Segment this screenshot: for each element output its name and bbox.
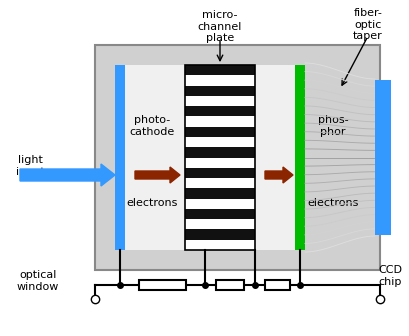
Bar: [95, 45, 379, 270]
Bar: [184, 127, 254, 137]
Bar: [184, 65, 254, 75]
Bar: [265, 280, 289, 290]
Text: fiber-
optic
taper: fiber- optic taper: [352, 8, 382, 41]
Text: CCD
chip: CCD chip: [377, 265, 401, 287]
Bar: [184, 219, 254, 229]
Bar: [184, 137, 254, 147]
Bar: [184, 147, 254, 158]
Text: phos-
phor: phos- phor: [317, 115, 348, 137]
Bar: [184, 188, 254, 199]
Bar: [184, 116, 254, 127]
FancyArrow shape: [135, 167, 180, 183]
Bar: [184, 168, 254, 178]
Bar: [184, 86, 254, 96]
FancyArrow shape: [264, 167, 292, 183]
Text: electrons: electrons: [126, 198, 177, 208]
Bar: [184, 199, 254, 209]
FancyArrow shape: [20, 164, 115, 186]
Bar: [184, 106, 254, 116]
Bar: [294, 65, 304, 250]
Bar: [216, 280, 243, 290]
Bar: [115, 65, 125, 250]
Text: electrons: electrons: [307, 198, 358, 208]
Bar: [184, 75, 254, 86]
Bar: [184, 158, 254, 168]
Bar: [115, 65, 359, 250]
Bar: [184, 96, 254, 106]
Text: micro-
channel
plate: micro- channel plate: [197, 10, 242, 43]
Bar: [184, 240, 254, 250]
Bar: [184, 229, 254, 240]
Bar: [184, 209, 254, 219]
Text: light
input: light input: [16, 155, 44, 177]
Bar: [374, 80, 390, 235]
Bar: [304, 61, 374, 254]
Bar: [184, 178, 254, 188]
Text: optical
window: optical window: [17, 270, 59, 292]
Bar: [184, 65, 254, 250]
Bar: [139, 280, 185, 290]
Text: photo-
cathode: photo- cathode: [129, 115, 174, 137]
